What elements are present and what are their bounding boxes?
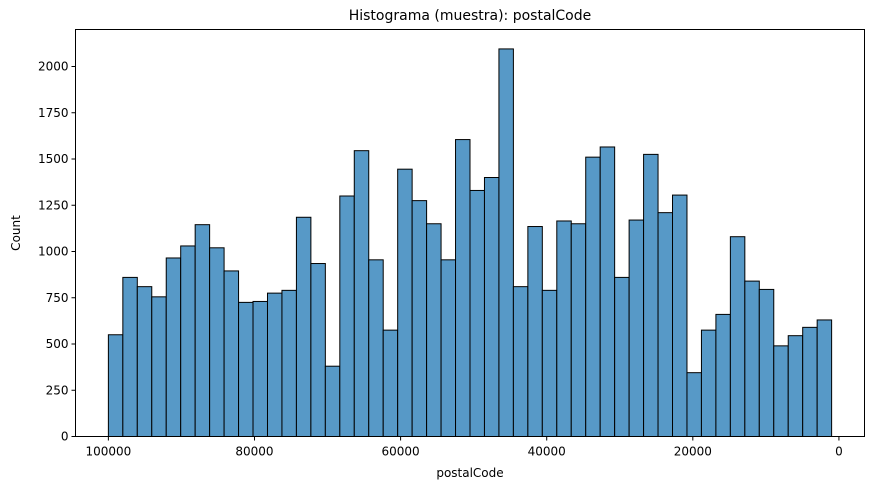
histogram-bar (295, 216, 312, 437)
histogram-bar (368, 259, 384, 438)
y-tick-label: 2000 (38, 60, 69, 74)
y-axis-label: Count (9, 215, 23, 251)
histogram-bar (397, 168, 413, 438)
histogram-bar (686, 372, 702, 437)
histogram-bar (556, 220, 572, 437)
y-tick-label: 1000 (38, 245, 69, 259)
histogram-bar (324, 365, 341, 438)
histogram-bar (614, 276, 630, 437)
histogram-bar (165, 257, 182, 437)
histogram-bar (426, 223, 442, 437)
y-tick-label: 0 (61, 430, 69, 444)
histogram-bar (194, 224, 211, 437)
y-tick-label: 250 (46, 383, 69, 397)
histogram-bar (122, 276, 138, 437)
plot-frame (75, 29, 865, 437)
y-tick-label: 1250 (38, 198, 69, 212)
histogram-bar (715, 313, 731, 437)
histogram-bar (469, 189, 485, 437)
histogram-bar (729, 236, 746, 437)
histogram-bar (643, 153, 659, 437)
histogram-bar (773, 345, 789, 438)
histogram-bar (527, 226, 543, 437)
x-tick-label: 60000 (382, 445, 420, 459)
x-axis-label: postalCode (436, 466, 503, 480)
histogram-bar (440, 259, 457, 438)
histogram-bar (802, 326, 818, 438)
histogram-bar (151, 296, 167, 438)
histogram-bar (541, 289, 558, 437)
histogram-bar (700, 329, 717, 437)
histogram-bar (136, 286, 153, 437)
histogram-bar (657, 212, 674, 437)
histogram-bar (498, 48, 514, 438)
histogram-bar (223, 270, 240, 437)
histogram-bar (628, 219, 645, 437)
histogram-bar (310, 263, 326, 437)
x-tick-label: 80000 (235, 445, 273, 459)
histogram-bar (787, 335, 804, 437)
histogram-bar (758, 288, 775, 437)
histogram-bar (599, 146, 616, 437)
histogram-bar (585, 156, 601, 437)
histogram-bar (570, 223, 587, 437)
histogram-bar (209, 247, 225, 437)
y-tick-label: 1750 (38, 106, 69, 120)
histogram-bar (281, 289, 297, 437)
x-tick-label: 40000 (528, 445, 566, 459)
histogram-bar (180, 245, 196, 437)
histogram-bar (455, 139, 471, 437)
bars-group (107, 48, 833, 438)
histogram-bar (483, 177, 500, 437)
histogram-bar (252, 300, 268, 438)
chart-title: Histograma (muestra): postalCode (349, 8, 592, 24)
x-tick-label: 0 (835, 445, 843, 459)
y-tick-label: 500 (46, 337, 69, 351)
histogram-bar (353, 150, 370, 438)
histogram-bar (382, 329, 399, 437)
y-tick-label: 1500 (38, 152, 69, 166)
ticks-group: 100000 80000 60000 40000 20000 0 0 250 500 750 100… (38, 60, 843, 459)
histogram-bar (744, 280, 760, 437)
histogram-bar (339, 195, 355, 437)
histogram-bar (238, 301, 254, 437)
histogram-bar (266, 292, 283, 437)
histogram-bar (816, 319, 833, 438)
y-tick-label: 750 (46, 291, 69, 305)
histogram-bar (107, 334, 124, 437)
histogram-bar (672, 194, 688, 437)
histogram-bar (512, 286, 529, 437)
x-tick-label: 20000 (674, 445, 712, 459)
x-tick-label: 100000 (85, 445, 131, 459)
histogram-bar (411, 200, 428, 437)
